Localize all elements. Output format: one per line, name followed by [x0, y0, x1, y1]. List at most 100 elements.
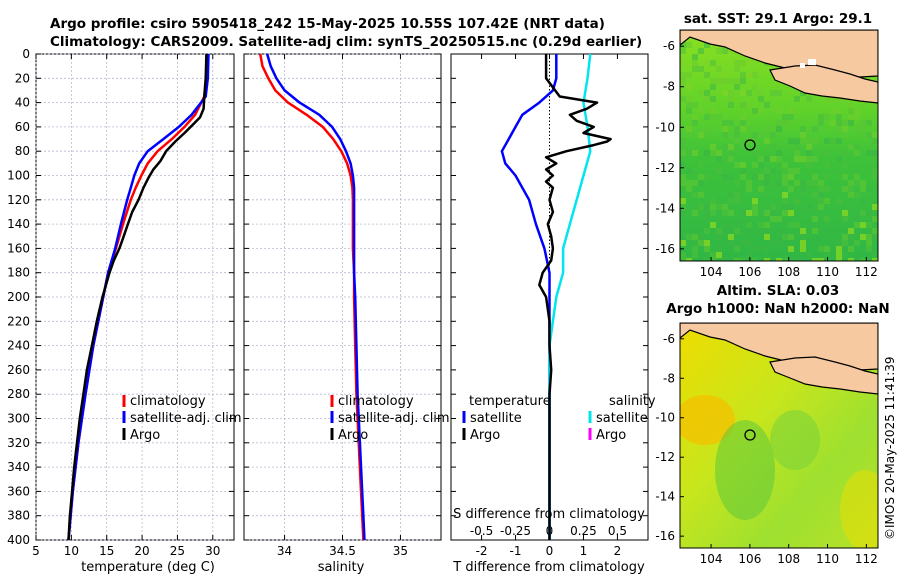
sst-cell	[728, 210, 734, 216]
sst-cell	[794, 144, 800, 150]
sst-cell	[740, 240, 746, 246]
map-xtick-label: 108	[777, 552, 800, 566]
sst-cell	[872, 204, 878, 210]
stick-label: 0.5	[608, 524, 627, 538]
sst-cell	[800, 156, 806, 162]
sst-cell	[818, 120, 824, 126]
sst-cell	[848, 234, 854, 240]
sst-cell	[710, 60, 716, 66]
sst-cell	[680, 180, 686, 186]
sst-cell	[728, 120, 734, 126]
sst-cell	[800, 228, 806, 234]
sst-cell	[728, 174, 734, 180]
sst-cell	[872, 228, 878, 234]
sst-cell	[770, 204, 776, 210]
sst-cell	[710, 198, 716, 204]
map-ytick-label: -10	[655, 120, 675, 134]
sst-cell	[794, 96, 800, 102]
cloud-patch	[808, 59, 816, 65]
sst-cell	[836, 156, 842, 162]
sst-cell	[698, 180, 704, 186]
sst-cell	[704, 174, 710, 180]
sst-cell	[818, 258, 824, 261]
ytick-label: 260	[7, 363, 30, 377]
sst-cell	[680, 48, 686, 54]
sst-cell	[692, 192, 698, 198]
sst-cell	[734, 84, 740, 90]
sst-cell	[722, 204, 728, 210]
sst-cell	[872, 132, 878, 138]
sst-cell	[824, 198, 830, 204]
sst-cell	[704, 228, 710, 234]
sst-cell	[698, 90, 704, 96]
sst-cell	[722, 222, 728, 228]
sst-cell	[866, 210, 872, 216]
sst-cell	[788, 114, 794, 120]
sst-cell	[722, 174, 728, 180]
sst-cell	[752, 162, 758, 168]
sst-cell	[776, 180, 782, 186]
sst-cell	[830, 96, 836, 102]
sst-cell	[854, 108, 860, 114]
sst-cell	[794, 180, 800, 186]
sst-cell	[722, 210, 728, 216]
sst-cell	[692, 180, 698, 186]
sst-cell	[704, 96, 710, 102]
ytick-label: 280	[7, 387, 30, 401]
sst-cell	[686, 42, 692, 48]
sst-cell	[722, 132, 728, 138]
sst-cell	[812, 126, 818, 132]
sst-cell	[740, 168, 746, 174]
sst-cell	[728, 222, 734, 228]
sst-cell	[680, 138, 686, 144]
sst-cell	[728, 90, 734, 96]
sst-cell	[824, 246, 830, 252]
sst-cell	[764, 174, 770, 180]
sst-cell	[692, 114, 698, 120]
sst-cell	[788, 204, 794, 210]
sst-cell	[734, 144, 740, 150]
sst-cell	[704, 246, 710, 252]
sst-cell	[686, 186, 692, 192]
sst-cell	[686, 108, 692, 114]
sst-cell	[770, 90, 776, 96]
sst-cell	[686, 96, 692, 102]
ytick-label: 220	[7, 314, 30, 328]
sst-cell	[740, 174, 746, 180]
sst-cell	[746, 72, 752, 78]
sst-cell	[812, 228, 818, 234]
sst-cell	[746, 126, 752, 132]
sst-cell	[746, 240, 752, 246]
sst-cell	[848, 144, 854, 150]
sst-cell	[794, 198, 800, 204]
sst-cell	[728, 144, 734, 150]
sla-map-title2: Argo h1000: NaN h2000: NaN	[666, 301, 889, 317]
sst-cell	[752, 258, 758, 261]
sst-cell	[752, 84, 758, 90]
ytick-label: 180	[7, 266, 30, 280]
map-ytick-label: -8	[663, 80, 675, 94]
sst-cell	[722, 120, 728, 126]
sst-cell	[842, 216, 848, 222]
xtick-label: 0	[546, 544, 554, 558]
sst-cell	[746, 138, 752, 144]
sst-cell	[692, 102, 698, 108]
ytick-label: 20	[15, 71, 30, 85]
sst-cell	[698, 108, 704, 114]
sst-cell	[716, 150, 722, 156]
sst-cell	[746, 186, 752, 192]
sst-cell	[758, 90, 764, 96]
sst-cell	[800, 90, 806, 96]
sst-cell	[698, 132, 704, 138]
sst-cell	[872, 234, 878, 240]
ytick-label: 400	[7, 533, 30, 547]
sst-cell	[860, 186, 866, 192]
sst-cell	[842, 210, 848, 216]
sst-cell	[686, 132, 692, 138]
sst-cell	[794, 138, 800, 144]
sst-cell	[716, 228, 722, 234]
stick-label: -0.25	[500, 524, 531, 538]
sst-cell	[752, 132, 758, 138]
sst-cell	[716, 78, 722, 84]
ytick-label: 160	[7, 241, 30, 255]
